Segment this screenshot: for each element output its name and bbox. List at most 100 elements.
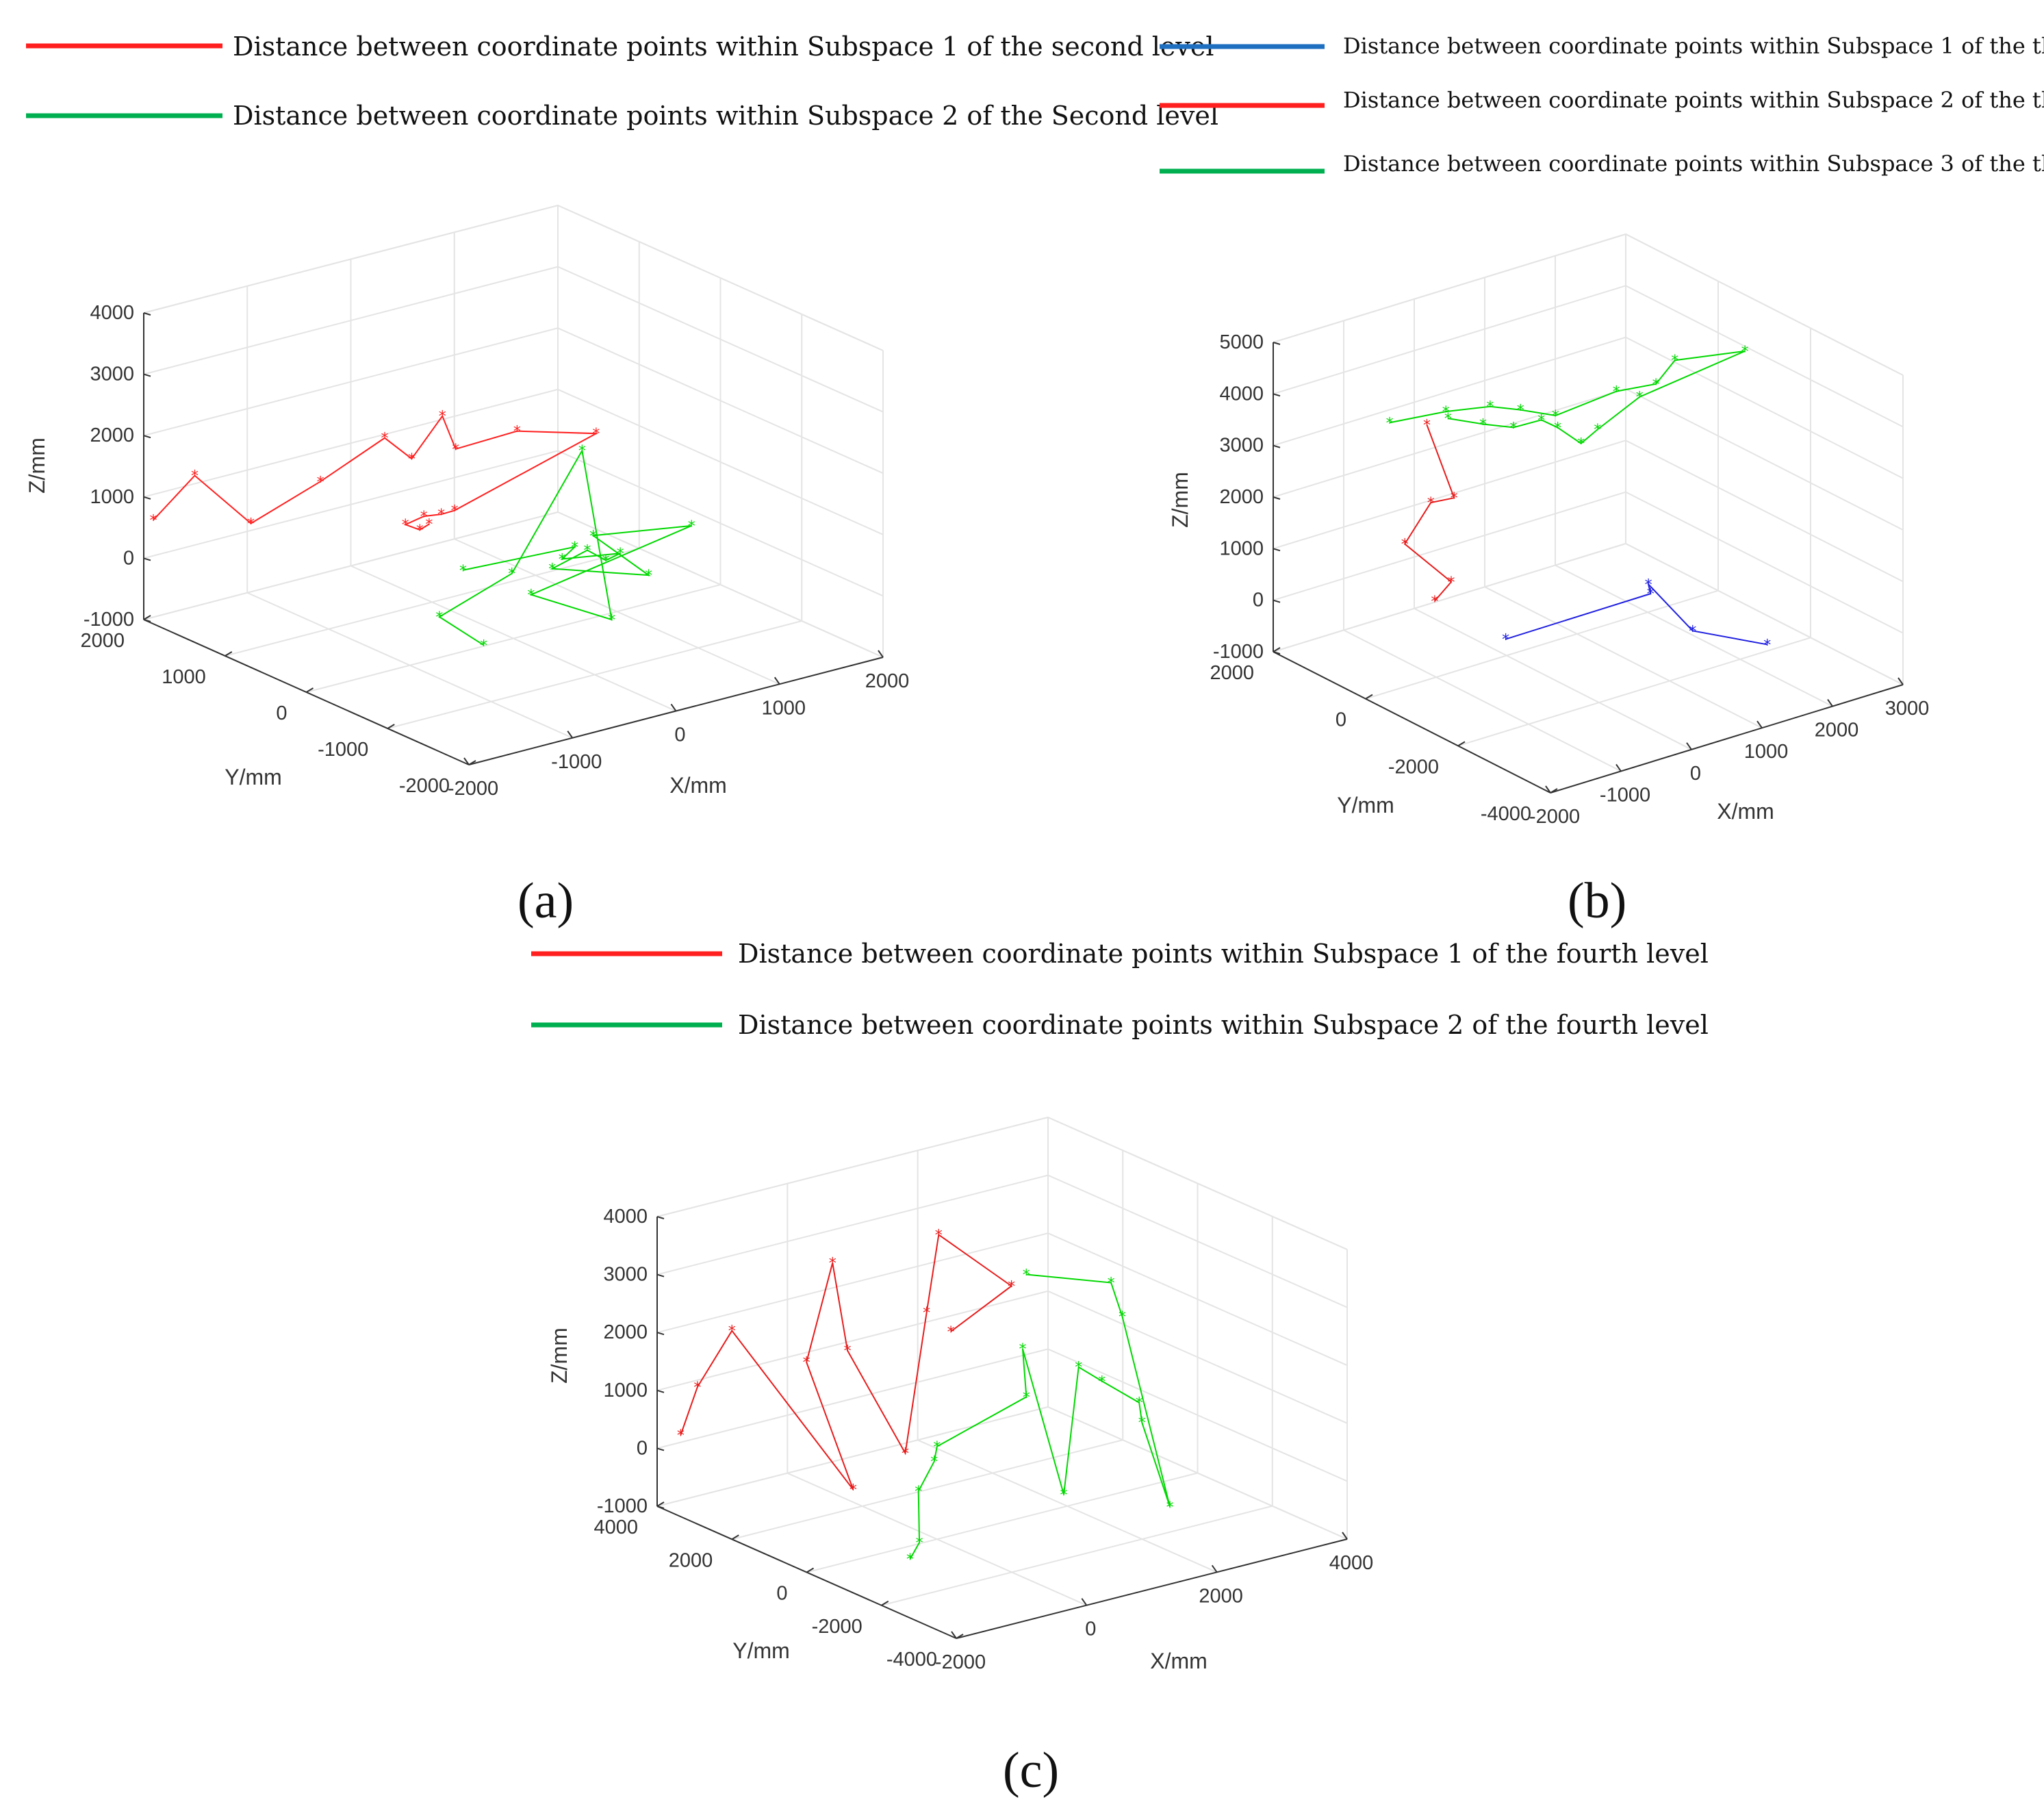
z-tick-label: 3000 <box>1219 435 1264 457</box>
z-tick-label: 3000 <box>90 364 134 385</box>
x-axis-label: X/mm <box>1717 799 1774 824</box>
data-point: * <box>849 1482 857 1499</box>
data-point: * <box>677 1427 685 1445</box>
grid-c <box>656 1116 1348 1639</box>
data-point: * <box>381 431 389 448</box>
legend-c-label-2: Distance between coordinate points withi… <box>738 1010 1709 1040</box>
legend-b-label-2: Distance between coordinate points withi… <box>1343 87 2044 113</box>
z-tick-label: 0 <box>637 1437 648 1459</box>
data-point: * <box>617 546 624 563</box>
data-point: * <box>1594 422 1601 439</box>
series-line <box>680 1233 1013 1490</box>
data-point: * <box>906 1551 914 1569</box>
data-point: * <box>1108 1275 1115 1293</box>
z-axis-label: Z/mm <box>25 437 49 494</box>
data-point: * <box>435 609 443 626</box>
data-point: * <box>1741 344 1749 361</box>
y-tick-label: 0 <box>776 1583 787 1605</box>
series-b-3: ** * * ** *********** <box>1386 344 1749 453</box>
panel-label-c: (c) <box>1003 1742 1059 1799</box>
chart-c: -2000020004000-4000-2000020004000-100001… <box>547 1116 1373 1673</box>
series-c-1: ************ <box>677 1227 1015 1499</box>
y-tick-label: -4000 <box>886 1649 937 1671</box>
data-point: * <box>1008 1278 1015 1295</box>
data-point: * <box>947 1324 955 1341</box>
x-axis-b <box>1550 684 1904 794</box>
data-point: * <box>915 1484 922 1501</box>
x-tick-label: -2000 <box>448 778 498 800</box>
y-axis-label: Y/mm <box>225 765 282 789</box>
y-tick-label: -1000 <box>318 739 368 761</box>
data-point: * <box>527 587 535 605</box>
data-point: * <box>480 637 487 655</box>
legend-b-label-1: Distance between coordinate points withi… <box>1343 33 2044 59</box>
data-point: * <box>935 1227 943 1244</box>
data-point: * <box>1647 586 1655 603</box>
z-tick-label: 0 <box>1253 589 1264 611</box>
y-axis-label: Y/mm <box>1337 793 1394 817</box>
x-tick-label: -2000 <box>1529 806 1580 828</box>
data-point: * <box>829 1256 836 1273</box>
data-point: * <box>420 509 428 526</box>
axes-a: -2000-1000010002000-2000-1000010002000-1… <box>25 302 909 800</box>
data-point: * <box>548 561 556 579</box>
x-tick-label: 2000 <box>1815 720 1859 741</box>
data-point: * <box>459 563 467 580</box>
data-point: * <box>1119 1309 1126 1326</box>
data-point: * <box>933 1439 941 1456</box>
x-tick-label: 0 <box>1690 763 1701 785</box>
data-point: * <box>1166 1499 1174 1516</box>
series-b-2: * * * * * * <box>1401 418 1458 611</box>
data-point: * <box>408 451 416 468</box>
data-point: * <box>902 1445 909 1462</box>
y-tick-label: 0 <box>1336 709 1346 731</box>
data-point: * <box>247 516 255 533</box>
data-point: * <box>1138 1415 1146 1432</box>
data-point: * <box>451 503 459 520</box>
data-point: * <box>1075 1360 1082 1377</box>
data-point: * <box>513 424 521 441</box>
legend-a-label-1: Distance between coordinate points withi… <box>233 31 1214 62</box>
z-tick-label: 1000 <box>1219 537 1264 559</box>
x-tick-label: 2000 <box>1199 1585 1243 1607</box>
panel-label-b: (b) <box>1568 873 1626 929</box>
data-point: * <box>602 553 610 570</box>
legend-b: Distance between coordinate points withi… <box>1160 33 2044 177</box>
series-b-1: ***** <box>1502 576 1771 654</box>
z-tick-label: 4000 <box>1219 383 1264 405</box>
data-point: * <box>1517 403 1524 420</box>
data-point: * <box>578 443 586 460</box>
data-point: * <box>416 522 424 540</box>
data-point: * <box>571 540 578 557</box>
data-point: * <box>1019 1341 1026 1358</box>
data-point: * <box>452 442 459 459</box>
z-tick-label: 1000 <box>603 1380 648 1401</box>
x-axis-c <box>956 1538 1348 1639</box>
data-point: * <box>1486 399 1494 416</box>
series-line <box>1403 424 1455 602</box>
data-point: * <box>1577 436 1585 453</box>
y-tick-label: 0 <box>276 702 287 724</box>
z-tick-label: 1000 <box>90 486 134 508</box>
axes-c: -2000020004000-4000-2000020004000-100001… <box>547 1206 1373 1673</box>
z-tick-label: -1000 <box>1213 641 1264 663</box>
y-tick-label: -2000 <box>399 775 450 797</box>
data-point: * <box>693 1380 701 1397</box>
series-line <box>153 414 599 531</box>
data-point: * <box>728 1323 736 1341</box>
x-tick-label: 0 <box>674 724 685 746</box>
y-tick-label: 1000 <box>162 666 206 688</box>
data-point: * <box>1442 404 1450 421</box>
legend-c-label-1: Distance between coordinate points withi… <box>738 939 1709 969</box>
x-tick-label: -1000 <box>1600 784 1650 806</box>
data-point: * <box>1098 1373 1106 1391</box>
data-point: * <box>1652 377 1660 394</box>
data-point: * <box>1552 408 1559 425</box>
grid-a <box>143 204 884 765</box>
series-a-2: ************ **** <box>435 443 695 655</box>
data-point: * <box>608 612 615 629</box>
data-point: * <box>1689 623 1696 640</box>
y-tick-label: 2000 <box>80 630 125 652</box>
x-axis-label: X/mm <box>669 773 727 798</box>
legend-a: Distance between coordinate points withi… <box>26 31 1218 131</box>
